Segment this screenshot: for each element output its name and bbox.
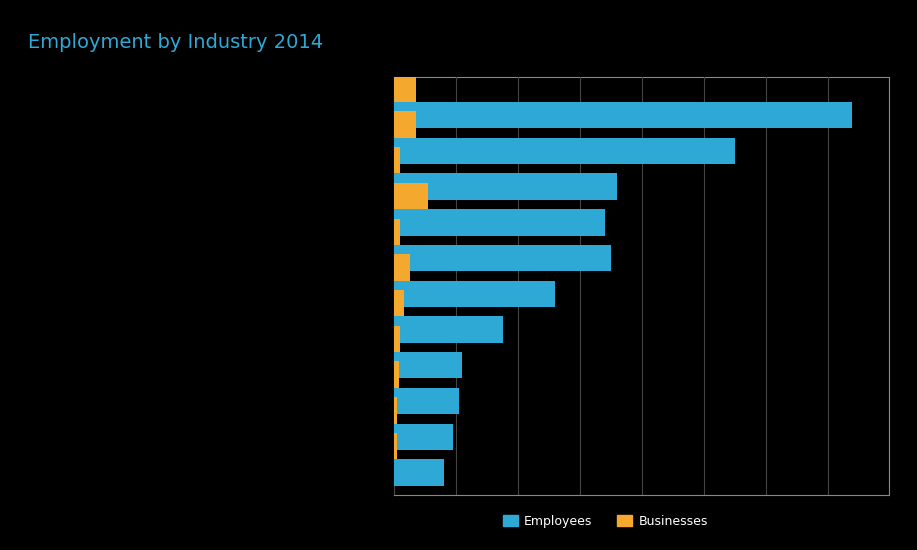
Bar — [394, 361, 399, 388]
Bar — [394, 112, 416, 138]
Bar — [394, 280, 556, 307]
Bar — [394, 424, 453, 450]
Bar — [394, 76, 416, 102]
Bar — [394, 290, 403, 316]
Bar — [394, 459, 444, 486]
Bar — [394, 388, 459, 414]
Bar — [394, 352, 462, 378]
Bar — [394, 254, 410, 280]
Bar — [394, 183, 428, 209]
Legend: Employees, Businesses: Employees, Businesses — [498, 510, 713, 533]
Bar — [394, 209, 605, 235]
Bar — [394, 397, 397, 424]
Bar — [394, 433, 397, 459]
Text: Employment by Industry 2014: Employment by Industry 2014 — [28, 33, 323, 52]
Bar — [394, 245, 611, 271]
Bar — [394, 173, 617, 200]
Bar — [394, 147, 401, 173]
Bar — [394, 138, 735, 164]
Bar — [394, 326, 401, 352]
Bar — [394, 316, 503, 343]
Bar — [394, 218, 401, 245]
Bar — [394, 102, 853, 128]
